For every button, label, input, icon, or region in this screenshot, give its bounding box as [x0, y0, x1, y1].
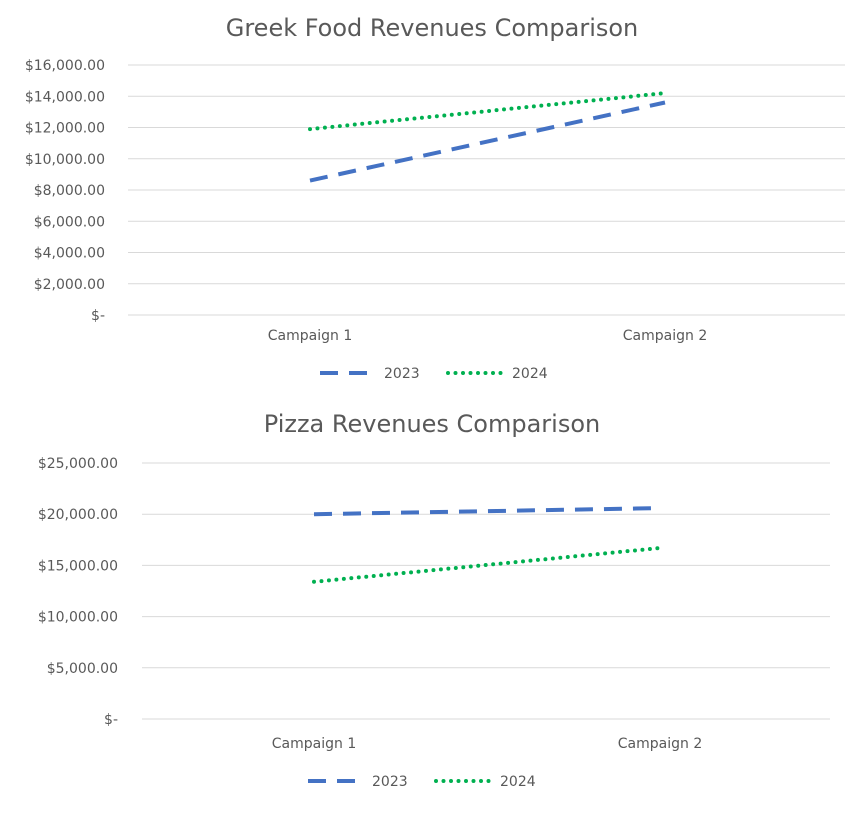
- y-tick-label: $-: [104, 712, 118, 728]
- chart-title: Pizza Revenues Comparison: [264, 410, 601, 438]
- y-tick-label: $25,000.00: [38, 456, 118, 472]
- y-tick-label: $4,000.00: [34, 246, 105, 262]
- y-tick-label: $6,000.00: [34, 214, 105, 230]
- y-tick-label: $12,000.00: [25, 121, 105, 137]
- y-tick-label: $20,000.00: [38, 507, 118, 523]
- legend-label: 2024: [500, 774, 536, 790]
- y-tick-label: $10,000.00: [25, 152, 105, 168]
- legend-label: 2024: [512, 366, 548, 382]
- y-tick-label: $10,000.00: [38, 610, 118, 626]
- y-tick-label: $-: [91, 308, 105, 324]
- x-tick-label: Campaign 2: [618, 736, 702, 752]
- y-tick-label: $16,000.00: [25, 58, 105, 74]
- x-tick-label: Campaign 1: [272, 736, 356, 752]
- chart-title: Greek Food Revenues Comparison: [226, 14, 639, 42]
- legend-label: 2023: [384, 366, 420, 382]
- x-tick-label: Campaign 1: [268, 328, 352, 344]
- y-tick-label: $5,000.00: [47, 661, 118, 677]
- series-line-2023: [309, 100, 666, 183]
- series-line-2023: [313, 506, 661, 517]
- x-tick-label: Campaign 2: [623, 328, 707, 344]
- y-tick-label: $14,000.00: [25, 89, 105, 105]
- legend-label: 2023: [372, 774, 408, 790]
- series-line-2024: [308, 91, 667, 132]
- y-tick-label: $15,000.00: [38, 558, 118, 574]
- series-line-2024: [312, 546, 662, 584]
- y-tick-label: $8,000.00: [34, 183, 105, 199]
- y-tick-label: $2,000.00: [34, 277, 105, 293]
